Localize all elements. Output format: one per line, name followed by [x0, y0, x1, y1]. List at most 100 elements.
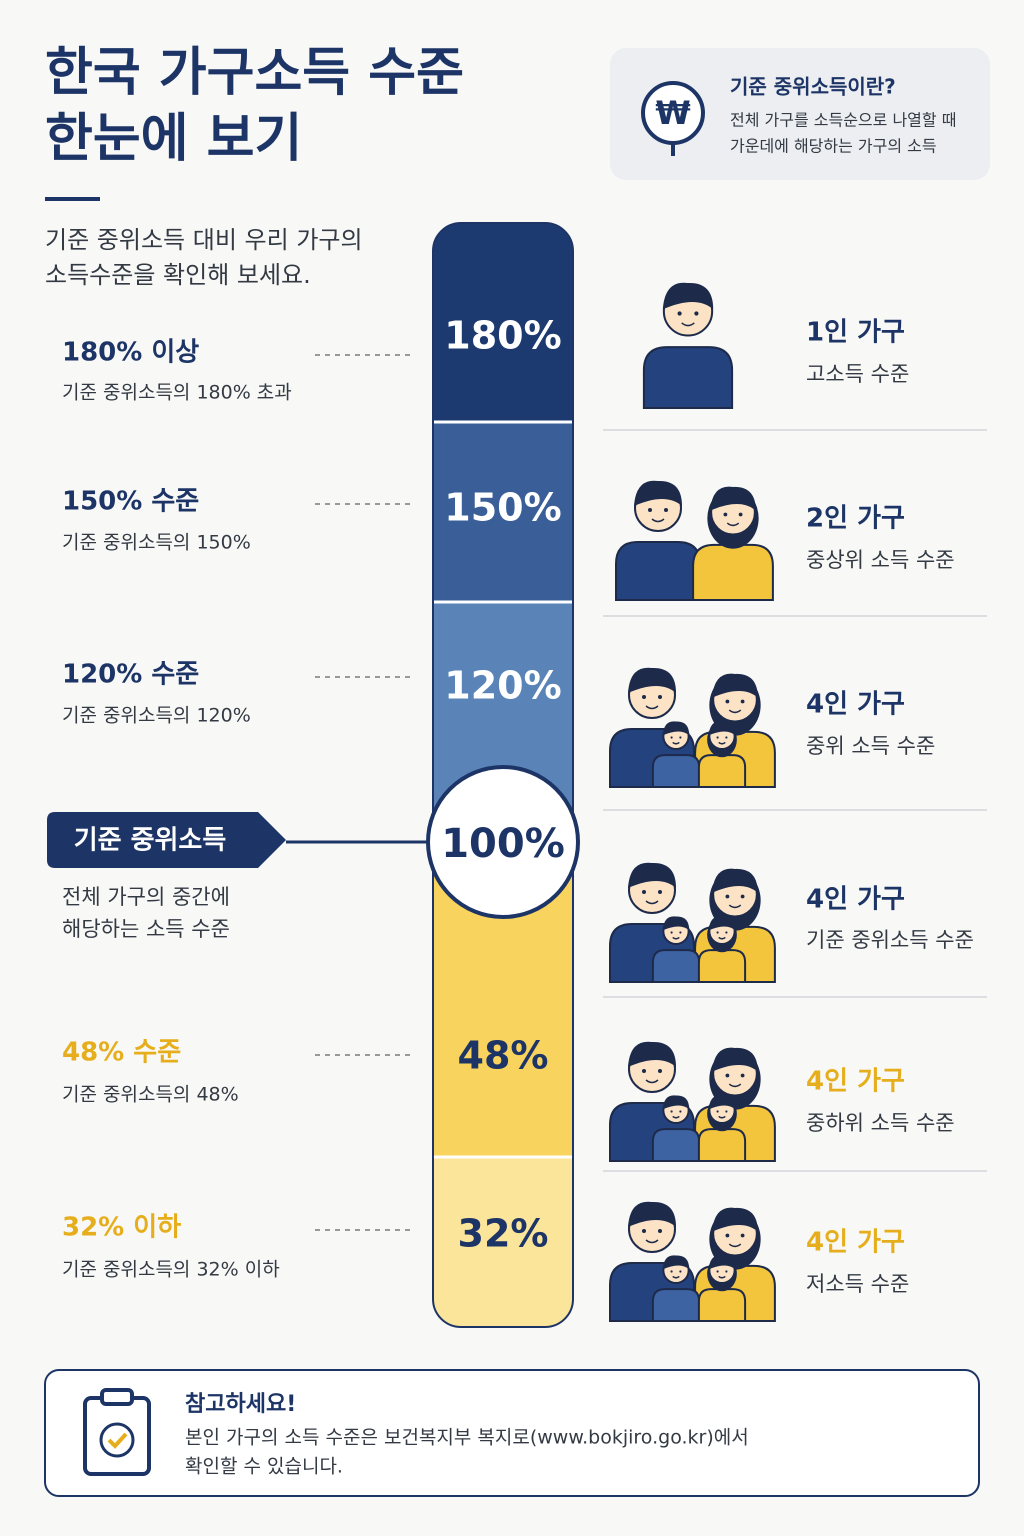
note-box	[44, 1369, 980, 1497]
person-hair	[712, 1047, 758, 1072]
person-eye	[658, 1229, 662, 1233]
person-mouth	[728, 1243, 742, 1248]
level-description: 기준 중위소득의 32% 이하	[62, 1259, 280, 1281]
person-icon	[651, 1095, 701, 1162]
person-icon	[697, 1095, 747, 1162]
check-mark	[107, 1432, 128, 1449]
household-size: 4인 가구	[806, 1067, 905, 1097]
bar-segment	[433, 422, 573, 602]
household-level: 고소득 수준	[806, 362, 909, 386]
person-eye	[716, 1270, 719, 1273]
median-percent: 100%	[441, 821, 565, 867]
person-hair	[662, 282, 714, 310]
title: 한눈에 보기	[45, 109, 302, 169]
level-description: 기준 중위소득의 48%	[62, 1084, 239, 1106]
level-label: 150% 수준	[62, 487, 199, 517]
bar-percent: 120%	[444, 664, 561, 708]
household-level: 중상위 소득 수준	[806, 548, 955, 572]
household-level: 중위 소득 수준	[806, 734, 935, 758]
person-eye	[642, 890, 646, 894]
person-hair	[708, 1095, 736, 1110]
person-hair	[708, 1255, 736, 1270]
median-description: 전체 가구의 중간에	[62, 885, 230, 909]
info-box	[610, 48, 990, 180]
person-eye	[677, 311, 682, 316]
level-label: 180% 이상	[62, 338, 199, 368]
level-label: 48% 수준	[62, 1038, 181, 1068]
person-hair	[662, 721, 690, 736]
person-eye	[679, 1110, 682, 1113]
person-body	[692, 543, 774, 601]
person-mouth	[728, 904, 742, 909]
person-eye	[740, 1073, 745, 1078]
person-icon	[651, 721, 701, 788]
person-icon	[642, 282, 734, 409]
person-eye	[725, 1110, 728, 1113]
person-hair	[708, 916, 736, 931]
person-eye	[725, 699, 730, 704]
person-eye	[740, 699, 745, 704]
person-mouth	[718, 936, 726, 940]
person-hair	[628, 1201, 676, 1227]
person-eye	[716, 931, 719, 934]
person-hair	[628, 667, 676, 693]
person-eye	[670, 736, 673, 739]
person-mouth	[718, 1115, 726, 1119]
person-eye	[679, 1270, 682, 1273]
person-body	[651, 949, 701, 983]
person-eye	[738, 512, 743, 517]
level-label: 32% 이하	[62, 1213, 181, 1243]
person-mouth	[645, 900, 659, 905]
person-mouth	[672, 741, 680, 745]
person-icon	[697, 1255, 747, 1322]
person-mouth	[672, 1115, 680, 1119]
person-eye	[679, 931, 682, 934]
level-label: 120% 수준	[62, 660, 199, 690]
check-circle	[99, 1422, 135, 1458]
person-eye	[642, 695, 646, 699]
person-mouth	[718, 1275, 726, 1279]
person-body	[651, 754, 701, 788]
household-level: 저소득 수준	[806, 1272, 909, 1296]
person-hair	[710, 486, 756, 511]
person-hair	[712, 868, 758, 893]
person-hair	[662, 916, 690, 931]
info-text: 전체 가구를 소득순으로 나열할 때	[730, 111, 956, 130]
median-circle	[426, 765, 580, 919]
household-size: 4인 가구	[806, 690, 905, 720]
level-description: 기준 중위소득의 180% 초과	[62, 382, 292, 404]
person-hair	[662, 1255, 690, 1270]
person-mouth	[651, 518, 665, 523]
person-eye	[725, 1233, 730, 1238]
person-icon	[697, 916, 747, 983]
median-label: 기준 중위소득	[74, 826, 227, 856]
person-eye	[723, 512, 728, 517]
person-eye	[694, 311, 699, 316]
level-description: 기준 중위소득의 120%	[62, 705, 251, 727]
person-icon	[615, 480, 701, 601]
person-mouth	[645, 1079, 659, 1084]
person-eye	[725, 1073, 730, 1078]
person-mouth	[728, 1083, 742, 1088]
person-hair	[634, 480, 682, 506]
person-eye	[658, 695, 662, 699]
person-icon	[697, 721, 747, 788]
bar-percent: 48%	[458, 1034, 549, 1078]
person-eye	[642, 1229, 646, 1233]
person-body	[697, 1288, 747, 1322]
person-eye	[740, 894, 745, 899]
note-text: 본인 가구의 소득 수준은 보건복지부 복지로(www.bokjiro.go.k…	[185, 1427, 749, 1449]
won-symbol: ₩	[655, 94, 690, 132]
person-eye	[679, 736, 682, 739]
title-underline	[45, 197, 100, 201]
title: 한국 가구소득 수준	[45, 43, 464, 103]
person-mouth	[726, 522, 740, 527]
person-eye	[740, 1233, 745, 1238]
person-mouth	[718, 741, 726, 745]
person-body	[697, 1128, 747, 1162]
person-hair	[662, 1095, 690, 1110]
person-mouth	[645, 1239, 659, 1244]
person-mouth	[672, 1275, 680, 1279]
clipboard-clip	[100, 1388, 134, 1406]
